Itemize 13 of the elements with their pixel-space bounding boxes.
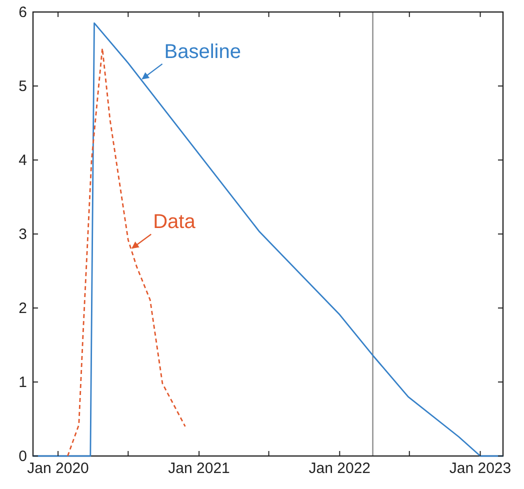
x-tick-label: Jan 2022 xyxy=(308,460,371,477)
series-label: Baseline xyxy=(164,40,242,63)
y-tick-label: 2 xyxy=(18,300,27,317)
y-tick-label: 0 xyxy=(18,448,27,465)
y-tick-label: 5 xyxy=(18,78,27,95)
x-tick-label: Jan 2023 xyxy=(449,460,512,477)
x-tick-label: Jan 2021 xyxy=(168,460,230,477)
y-tick-label: 6 xyxy=(18,4,27,21)
y-tick-label: 3 xyxy=(18,226,27,243)
x-tick-label: Jan 2020 xyxy=(27,460,89,477)
y-tick-label: 4 xyxy=(18,152,27,169)
series-label: Data xyxy=(153,211,196,234)
y-tick-label: 1 xyxy=(18,374,27,391)
